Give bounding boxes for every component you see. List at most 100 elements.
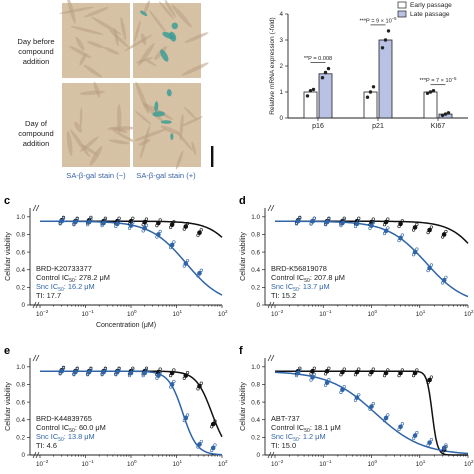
replicate-point: [342, 218, 346, 222]
legend-swatch: [397, 1, 407, 9]
replicate-point: [312, 366, 316, 370]
panel-letter: f: [239, 345, 243, 357]
replicate-point: [309, 378, 313, 382]
y-tick-label: 1.0: [16, 214, 25, 221]
y-tick-label: 0.8: [251, 232, 260, 239]
x-tick-label: 10−2: [271, 459, 284, 468]
bar-p21-1: [378, 39, 393, 119]
row-label-of-line2: compound: [18, 129, 53, 138]
legend: Early passage Late passage: [397, 1, 452, 18]
y-tick-label: 0: [279, 115, 283, 122]
replicate-point: [155, 376, 159, 380]
replicate-point: [386, 368, 390, 372]
replicate-point: [368, 373, 372, 377]
replicate-point: [199, 381, 203, 385]
top-axis-break: [32, 354, 40, 362]
snc-ic50: Snc IC50: 13.8 μM: [36, 432, 95, 443]
replicate-point: [155, 235, 159, 239]
replicate-point: [131, 221, 135, 225]
micrograph-before-negative: [59, 0, 130, 78]
stained-cell: [162, 32, 175, 40]
replicate-point: [158, 367, 162, 371]
replicate-point: [144, 223, 149, 227]
replicate-point: [131, 366, 135, 370]
control-ic50: Control IC50: 18.1 μM: [271, 423, 341, 434]
data-point: [428, 90, 433, 94]
fit-curve-control: [275, 370, 468, 456]
row-label-before-line2: compound: [18, 47, 53, 56]
y-axis-label: Cellular viability: [240, 232, 247, 281]
replicate-point: [353, 373, 358, 377]
replicate-point: [185, 221, 190, 226]
replicate-point: [117, 216, 121, 220]
replicate-point: [411, 253, 416, 257]
replicate-point: [72, 223, 76, 227]
stained-cell: [171, 22, 179, 30]
replicate-point: [294, 373, 299, 378]
data-point: [440, 113, 445, 118]
replicate-point: [441, 281, 445, 285]
stained-cell: [140, 10, 148, 17]
data-point: [365, 95, 370, 99]
replicate-point: [158, 371, 162, 375]
replicate-point: [429, 225, 433, 229]
replicate-point: [298, 366, 302, 370]
panel-a: Day before compound addition Day of comp…: [17, 0, 214, 180]
compound-name: BRD-K56819078: [271, 264, 327, 273]
replicate-point: [155, 223, 159, 228]
x-axis-break: [32, 451, 40, 459]
y-tick-label: 0.8: [251, 382, 260, 389]
x-tick-label: 102: [464, 459, 474, 468]
replicate-point: [342, 385, 346, 389]
y-tick-label: 0.4: [16, 417, 25, 424]
replicate-point: [199, 228, 203, 232]
replicate-point: [415, 431, 419, 435]
replicate-point: [72, 373, 76, 377]
replicate-point: [58, 372, 62, 376]
x-tick-label: 101: [173, 309, 183, 318]
y-axis-label: Cellular viability: [240, 382, 247, 431]
panel-letter: d: [239, 195, 246, 207]
replicate-point: [386, 226, 390, 230]
therapeutic-index: TI: 15.2: [271, 291, 296, 300]
replicate-point: [426, 443, 430, 447]
snc-ic50: Snc IC50: 16.2 μM: [36, 282, 95, 293]
replicate-point: [415, 368, 419, 372]
y-tick-label: 0.6: [16, 249, 25, 256]
micrograph-of-negative: [62, 81, 138, 167]
replicate-point: [158, 229, 162, 234]
replicate-point: [411, 373, 416, 378]
replicate-point: [298, 368, 302, 372]
x-tick-label: 101: [416, 309, 426, 318]
x-tick-label: 102: [464, 309, 474, 318]
replicate-point: [141, 229, 145, 233]
replicate-point: [357, 216, 361, 220]
replicate-point: [61, 216, 66, 220]
replicate-point: [309, 372, 313, 376]
y-axis-label: Cellular viability: [5, 382, 12, 431]
replicate-point: [141, 373, 145, 378]
replicate-point: [117, 367, 121, 371]
stained-cell: [154, 101, 159, 112]
row-label-of-line3: addition: [23, 139, 50, 148]
replicate-point: [103, 216, 108, 220]
replicate-point: [100, 373, 104, 377]
y-tick-label: 0.2: [251, 285, 260, 292]
replicate-point: [397, 238, 401, 243]
data-point: [305, 94, 310, 98]
replicate-point: [429, 438, 433, 442]
replicate-point: [213, 443, 217, 447]
replicate-point: [213, 419, 217, 423]
replicate-point: [103, 218, 108, 222]
replicate-point: [196, 445, 200, 449]
fit-curve-snc: [274, 371, 469, 455]
y-tick-label: 0.2: [251, 435, 260, 442]
data-point: [383, 38, 388, 42]
panel-f: f 0 0.2 0.4 0.6 0.8 1.0 10−2 10−1 100 101 102 Cellul…: [239, 345, 474, 468]
x-tick-label: 101: [416, 459, 426, 468]
replicate-point: [131, 368, 135, 372]
replicate-point: [400, 422, 404, 426]
replicate-point: [357, 367, 361, 371]
replicate-point: [368, 407, 372, 411]
